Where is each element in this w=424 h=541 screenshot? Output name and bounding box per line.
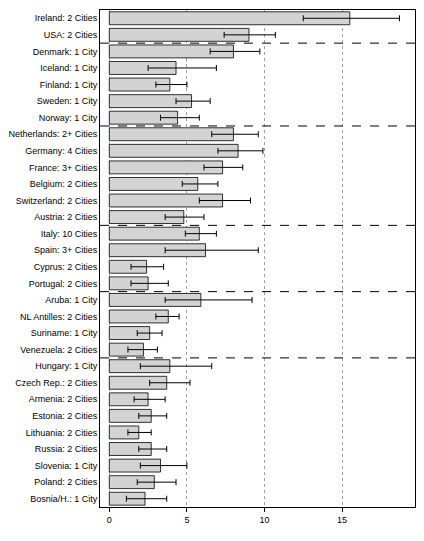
- svg-text:Venezuela: 2 Cities: Venezuela: 2 Cities: [20, 345, 98, 355]
- svg-text:Cyprus: 2 Cities: Cyprus: 2 Cities: [34, 262, 98, 272]
- svg-text:Poland: 2 Cities: Poland: 2 Cities: [34, 477, 98, 487]
- svg-text:Belgium: 2 Cities: Belgium: 2 Cities: [30, 179, 98, 189]
- svg-text:Norway: 1 City: Norway: 1 City: [39, 113, 98, 123]
- svg-text:0: 0: [107, 515, 112, 525]
- svg-text:NL Antilles: 2 Cities: NL Antilles: 2 Cities: [20, 312, 98, 322]
- svg-text:Lithuania: 2 Cities: Lithuania: 2 Cities: [26, 428, 98, 438]
- svg-text:Denmark: 1 City: Denmark: 1 City: [33, 47, 98, 57]
- svg-text:5: 5: [184, 515, 189, 525]
- svg-text:Russia: 2 Cities: Russia: 2 Cities: [35, 444, 98, 454]
- svg-text:Switzerland: 2 Cities: Switzerland: 2 Cities: [16, 196, 98, 206]
- svg-text:Armenia: 2 Cities: Armenia: 2 Cities: [29, 394, 98, 404]
- svg-text:Portugal: 2 Cities: Portugal: 2 Cities: [29, 279, 98, 289]
- svg-text:15: 15: [337, 515, 347, 525]
- svg-text:Ireland: 2 Cities: Ireland: 2 Cities: [35, 13, 98, 23]
- svg-text:France: 3+ Cities: France: 3+ Cities: [29, 163, 98, 173]
- svg-text:Hungary: 1 City: Hungary: 1 City: [35, 361, 98, 371]
- svg-text:Austria: 2 Cities: Austria: 2 Cities: [34, 212, 98, 222]
- svg-text:Suriname: 1 City: Suriname: 1 City: [31, 328, 98, 338]
- svg-text:Sweden: 1 City: Sweden: 1 City: [37, 96, 98, 106]
- svg-text:Aruba: 1 City: Aruba: 1 City: [45, 295, 98, 305]
- svg-text:USA: 2 Cities: USA: 2 Cities: [44, 30, 98, 40]
- svg-text:Iceland: 1 City: Iceland: 1 City: [40, 63, 98, 73]
- svg-text:Estonia: 2 Cities: Estonia: 2 Cities: [32, 411, 98, 421]
- svg-text:Spain: 3+ Cities: Spain: 3+ Cities: [34, 245, 98, 255]
- svg-text:Germany: 4 Cities: Germany: 4 Cities: [25, 146, 98, 156]
- svg-text:10: 10: [259, 515, 269, 525]
- svg-text:Italy: 10 Cities: Italy: 10 Cities: [41, 229, 98, 239]
- svg-text:Bosnia/H.: 1 City: Bosnia/H.: 1 City: [30, 494, 98, 504]
- svg-text:Finland: 1 City: Finland: 1 City: [40, 80, 98, 90]
- svg-text:Czech Rep.: 2 Cities: Czech Rep.: 2 Cities: [15, 378, 98, 388]
- svg-text:Netherlands: 2+ Cities: Netherlands: 2+ Cities: [8, 129, 97, 139]
- svg-text:Slovenia: 1 City: Slovenia: 1 City: [35, 461, 98, 471]
